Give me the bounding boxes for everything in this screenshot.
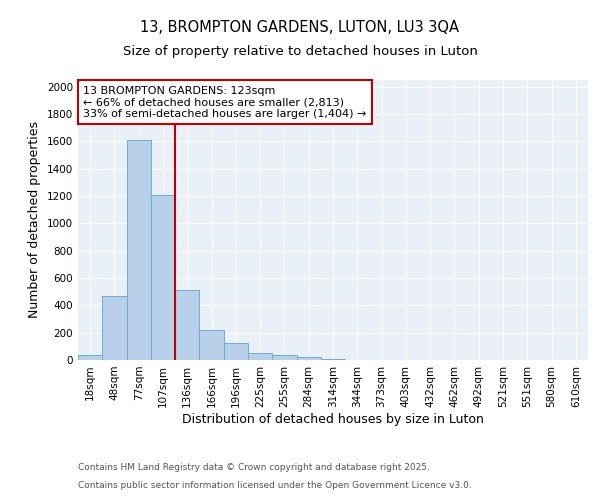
X-axis label: Distribution of detached houses by size in Luton: Distribution of detached houses by size … <box>182 412 484 426</box>
Bar <box>199 330 224 360</box>
Bar <box>127 140 151 360</box>
Bar <box>296 358 321 360</box>
Text: 13 BROMPTON GARDENS: 123sqm
← 66% of detached houses are smaller (2,813)
33% of : 13 BROMPTON GARDENS: 123sqm ← 66% of det… <box>83 86 367 119</box>
Text: Size of property relative to detached houses in Luton: Size of property relative to detached ho… <box>122 44 478 58</box>
Y-axis label: Number of detached properties: Number of detached properties <box>28 122 41 318</box>
Bar <box>272 355 296 360</box>
Text: Contains HM Land Registry data © Crown copyright and database right 2025.: Contains HM Land Registry data © Crown c… <box>78 464 430 472</box>
Text: 13, BROMPTON GARDENS, LUTON, LU3 3QA: 13, BROMPTON GARDENS, LUTON, LU3 3QA <box>140 20 460 35</box>
Bar <box>224 343 248 360</box>
Bar <box>78 355 102 360</box>
Bar <box>248 353 272 360</box>
Bar <box>321 358 345 360</box>
Bar <box>102 296 127 360</box>
Bar <box>151 194 175 360</box>
Bar <box>175 290 199 360</box>
Text: Contains public sector information licensed under the Open Government Licence v3: Contains public sector information licen… <box>78 481 472 490</box>
